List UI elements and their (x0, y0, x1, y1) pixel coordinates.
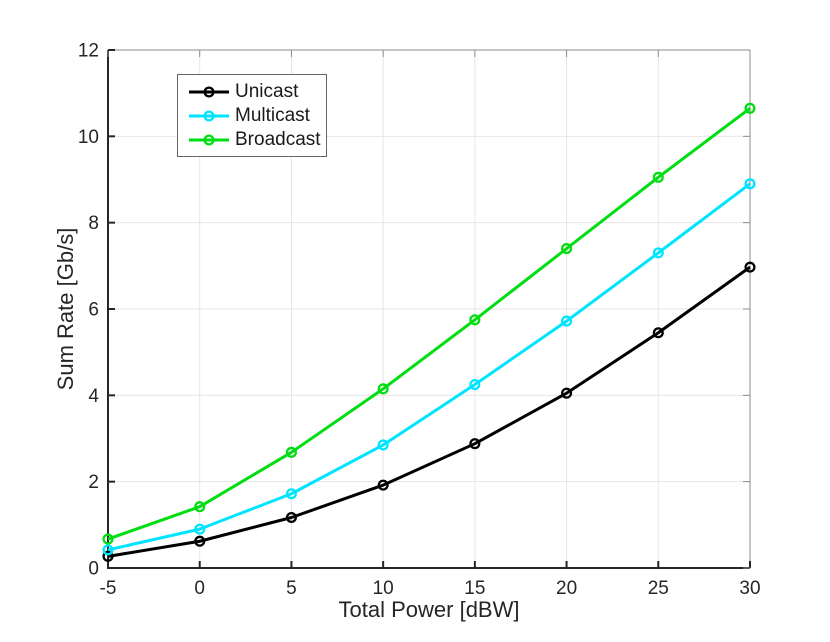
legend-label: Multicast (235, 105, 310, 126)
data-point-marker-unicast (377, 479, 389, 491)
x-tick-label: 0 (194, 578, 205, 599)
legend-item-multicast: Multicast (186, 106, 326, 125)
x-tick-label: 15 (464, 578, 485, 599)
y-tick-label: 10 (78, 127, 99, 148)
data-point-marker-unicast (652, 327, 664, 339)
data-point-marker-broadcast (194, 501, 206, 513)
data-point-marker-multicast (561, 315, 573, 327)
legend-label: Broadcast (235, 129, 321, 150)
legend-label: Unicast (235, 81, 299, 102)
y-tick-label: 2 (88, 472, 99, 493)
legend: Unicast Multicast Broadcast (177, 74, 327, 157)
data-point-marker-unicast (469, 438, 481, 450)
data-point-marker-multicast (469, 378, 481, 391)
data-point-marker-broadcast (377, 383, 389, 395)
data-point-marker-broadcast (102, 533, 114, 545)
x-tick-label: 10 (373, 578, 394, 599)
series-line-unicast (107, 265, 751, 558)
x-tick-label: -5 (100, 578, 117, 599)
series-line-broadcast (107, 107, 751, 541)
data-point-marker-multicast (194, 523, 206, 535)
data-point-marker-multicast (102, 544, 114, 556)
y-tick-label: 0 (88, 559, 99, 580)
series-line-multicast (107, 182, 751, 552)
legend-line-sample (189, 109, 229, 122)
x-tick-label: 20 (556, 578, 577, 599)
data-point-marker-multicast (744, 178, 756, 190)
data-point-marker-unicast (744, 261, 756, 273)
y-tick-label: 4 (88, 386, 99, 407)
data-point-marker-broadcast (561, 243, 573, 255)
data-point-marker-unicast (102, 550, 114, 562)
legend-marker-icon (203, 85, 215, 98)
data-point-marker-broadcast (469, 314, 481, 326)
data-point-marker-multicast (652, 247, 664, 259)
x-tick-label: 30 (739, 578, 760, 599)
data-point-marker-unicast (285, 511, 297, 524)
x-tick-label: 5 (286, 578, 297, 599)
data-point-marker-broadcast (652, 171, 664, 183)
data-point-marker-multicast (285, 488, 297, 500)
x-axis-label: Total Power [dBW] (338, 597, 520, 622)
legend-line-sample (189, 85, 229, 98)
data-point-marker-multicast (377, 439, 389, 451)
y-tick-label: 8 (88, 213, 99, 234)
y-tick-label: 12 (78, 41, 99, 62)
y-tick-label: 6 (88, 300, 99, 321)
legend-item-broadcast: Broadcast (186, 130, 326, 149)
y-axis-label: Sum Rate [Gb/s] (53, 227, 78, 391)
legend-marker-icon (203, 109, 215, 122)
data-point-marker-broadcast (744, 102, 756, 114)
data-point-marker-broadcast (285, 446, 297, 458)
legend-line-sample (189, 133, 229, 146)
data-point-marker-unicast (194, 535, 206, 547)
legend-item-unicast: Unicast (186, 82, 326, 101)
x-tick-label: 25 (648, 578, 669, 599)
data-point-marker-unicast (561, 387, 573, 399)
legend-marker-icon (203, 133, 215, 146)
